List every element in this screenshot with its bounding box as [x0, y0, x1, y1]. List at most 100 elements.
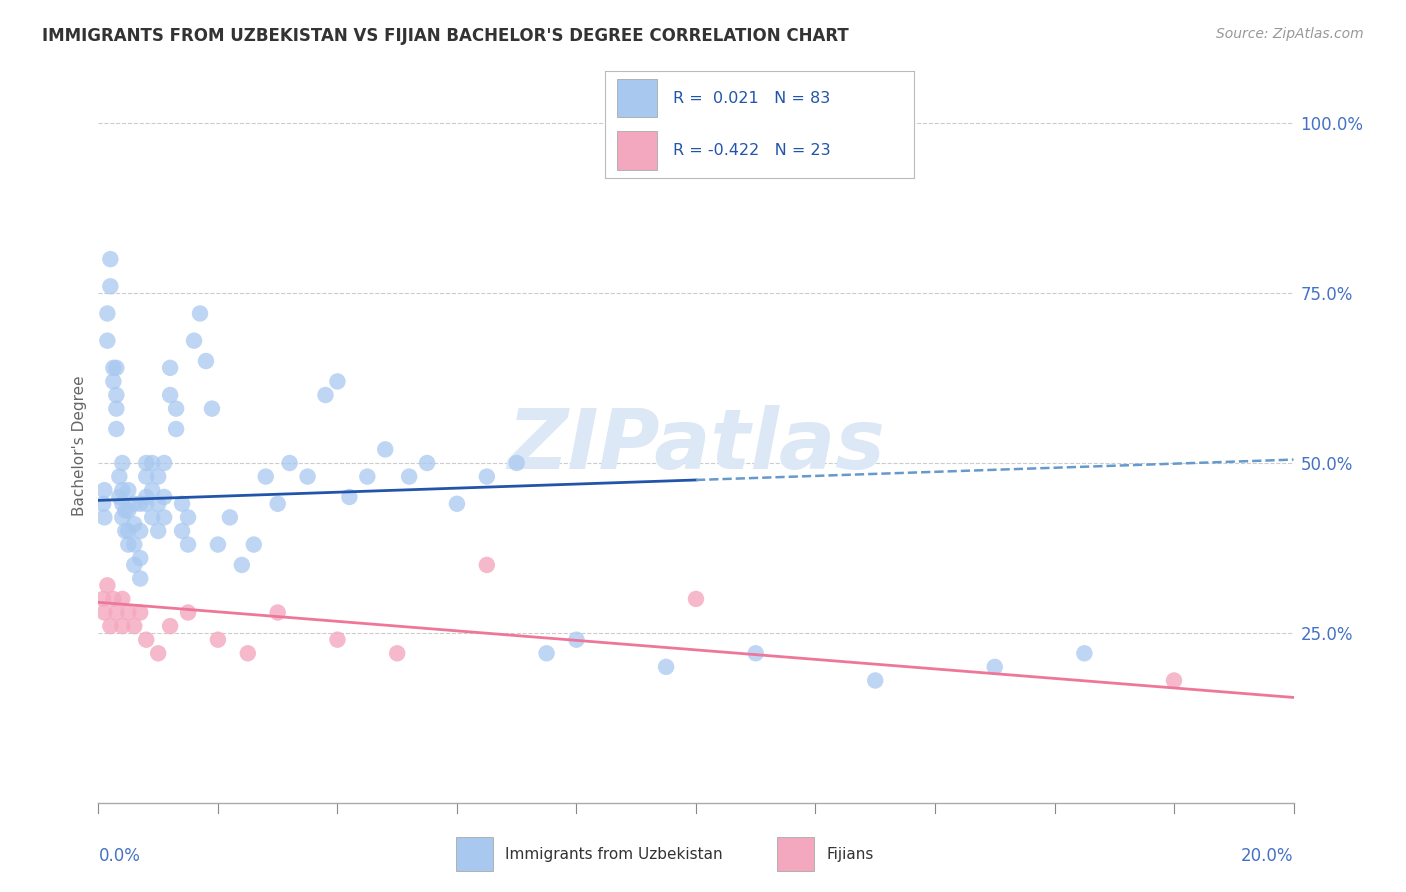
- Point: [188, 306, 211, 320]
- Point: [374, 442, 396, 457]
- Point: [165, 401, 187, 416]
- Point: [114, 524, 136, 538]
- Point: [111, 619, 134, 633]
- Point: [111, 591, 134, 606]
- Point: [105, 606, 128, 620]
- Text: 0.0%: 0.0%: [98, 847, 141, 865]
- Bar: [456, 837, 492, 871]
- Point: [93, 483, 115, 498]
- Point: [135, 469, 157, 483]
- Point: [254, 469, 277, 483]
- Text: R =  0.021   N = 83: R = 0.021 N = 83: [672, 91, 830, 105]
- Point: [100, 619, 122, 633]
- Point: [129, 497, 152, 511]
- Point: [117, 524, 139, 538]
- Point: [297, 469, 319, 483]
- Point: [124, 619, 146, 633]
- Point: [114, 503, 136, 517]
- Text: Fijians: Fijians: [827, 847, 875, 862]
- Point: [91, 497, 114, 511]
- Point: [1163, 673, 1185, 688]
- Point: [177, 510, 200, 524]
- Point: [148, 646, 170, 660]
- Point: [865, 673, 887, 688]
- Point: [984, 660, 1007, 674]
- Point: [159, 360, 181, 375]
- Point: [165, 422, 187, 436]
- Point: [103, 591, 125, 606]
- Point: [326, 632, 349, 647]
- Point: [105, 422, 128, 436]
- Point: [267, 606, 290, 620]
- Point: [111, 510, 134, 524]
- Point: [201, 401, 224, 416]
- Bar: [617, 131, 657, 169]
- Point: [506, 456, 529, 470]
- Point: [129, 551, 152, 566]
- Point: [177, 606, 200, 620]
- Point: [111, 483, 134, 498]
- Point: [135, 490, 157, 504]
- Text: ZIPatlas: ZIPatlas: [508, 406, 884, 486]
- Point: [385, 646, 409, 660]
- Point: [278, 456, 301, 470]
- Text: IMMIGRANTS FROM UZBEKISTAN VS FIJIAN BACHELOR'S DEGREE CORRELATION CHART: IMMIGRANTS FROM UZBEKISTAN VS FIJIAN BAC…: [42, 27, 849, 45]
- Point: [124, 497, 146, 511]
- Point: [103, 375, 125, 389]
- Point: [124, 517, 146, 532]
- Point: [103, 360, 125, 375]
- Point: [398, 469, 420, 483]
- Point: [129, 606, 152, 620]
- Point: [105, 388, 128, 402]
- Point: [141, 456, 163, 470]
- Point: [108, 490, 131, 504]
- Point: [96, 334, 118, 348]
- Point: [108, 469, 131, 483]
- Point: [153, 456, 176, 470]
- Point: [129, 524, 152, 538]
- Point: [565, 632, 588, 647]
- Text: 20.0%: 20.0%: [1241, 847, 1294, 865]
- Point: [655, 660, 678, 674]
- Text: Immigrants from Uzbekistan: Immigrants from Uzbekistan: [505, 847, 723, 862]
- Point: [339, 490, 360, 504]
- Point: [446, 497, 468, 511]
- Text: R = -0.422   N = 23: R = -0.422 N = 23: [672, 143, 831, 158]
- Point: [236, 646, 259, 660]
- Point: [100, 252, 122, 266]
- Point: [207, 632, 229, 647]
- Bar: [778, 837, 814, 871]
- Point: [231, 558, 253, 572]
- Point: [475, 558, 498, 572]
- Point: [135, 456, 157, 470]
- Point: [1073, 646, 1095, 660]
- Point: [117, 537, 139, 551]
- Point: [326, 375, 349, 389]
- Point: [536, 646, 558, 660]
- Point: [117, 503, 139, 517]
- Point: [183, 334, 205, 348]
- Point: [219, 510, 242, 524]
- Point: [148, 497, 170, 511]
- Point: [141, 510, 163, 524]
- Point: [135, 632, 157, 647]
- Point: [177, 537, 200, 551]
- Point: [111, 456, 134, 470]
- Point: [93, 510, 115, 524]
- Point: [195, 354, 218, 368]
- Point: [172, 524, 194, 538]
- Point: [153, 510, 176, 524]
- Point: [243, 537, 266, 551]
- Point: [124, 537, 146, 551]
- Bar: [617, 78, 657, 118]
- Point: [141, 483, 163, 498]
- Point: [148, 524, 170, 538]
- Point: [93, 606, 115, 620]
- Point: [135, 497, 157, 511]
- Point: [105, 401, 128, 416]
- Point: [117, 606, 139, 620]
- Point: [172, 497, 194, 511]
- Point: [267, 497, 290, 511]
- Point: [117, 483, 139, 498]
- Text: Source: ZipAtlas.com: Source: ZipAtlas.com: [1216, 27, 1364, 41]
